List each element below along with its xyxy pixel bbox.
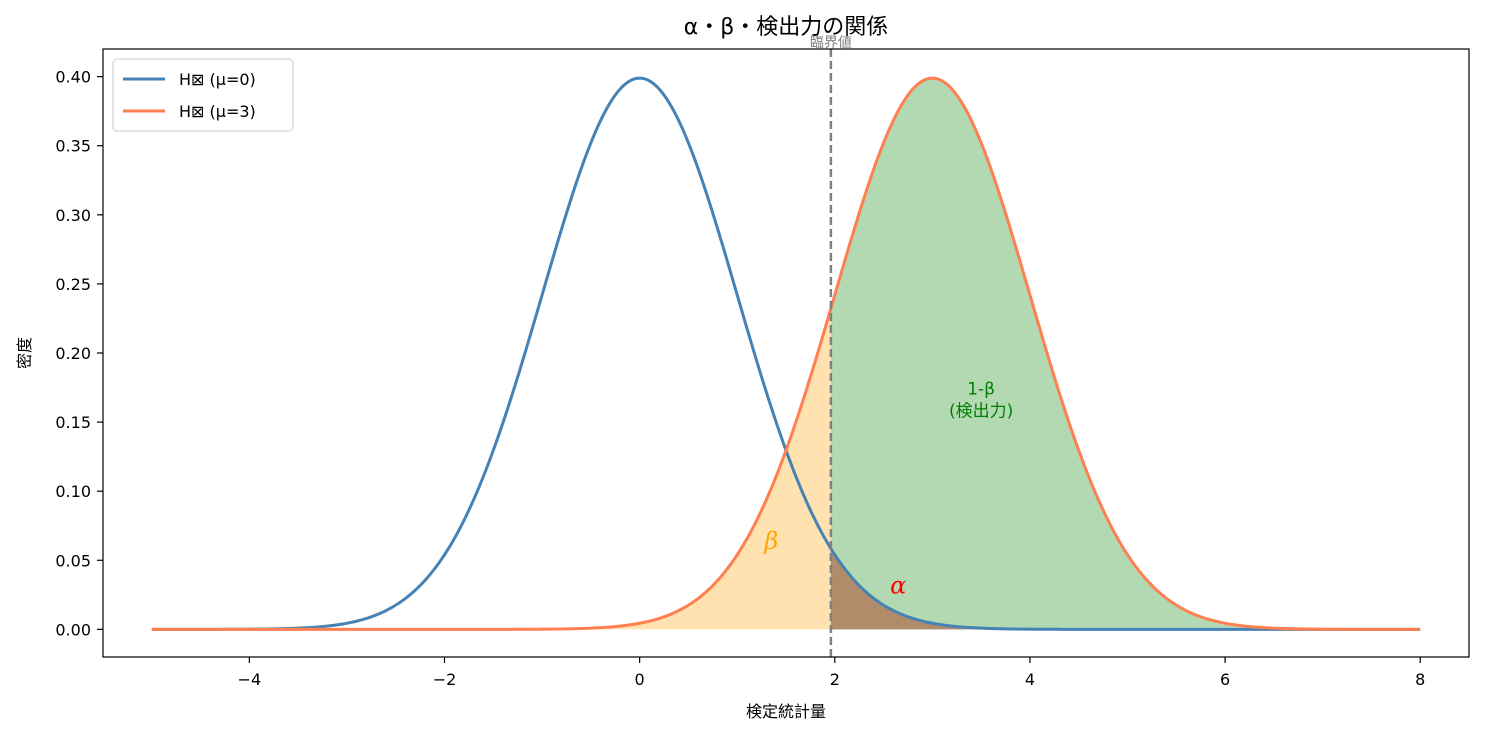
- x-tick-label: 8: [1415, 670, 1425, 689]
- density-curves: [151, 76, 1421, 631]
- power-label: 1-β: [967, 379, 995, 399]
- power-sublabel: (検出力): [949, 401, 1013, 421]
- beta-label: β: [763, 527, 778, 555]
- x-tick-label: 4: [1025, 670, 1035, 689]
- y-axis-ticks: 0.00 0.05 0.10 0.15 0.20 0.25 0.30 0.35 0.40: [55, 68, 103, 639]
- y-tick-label: 0.25: [55, 275, 91, 294]
- beta-region: [151, 308, 831, 630]
- x-axis-ticks: −4 −2 0 2 4 6 8: [238, 657, 1425, 689]
- y-axis-label: 密度: [15, 337, 34, 369]
- x-tick-label: −2: [433, 670, 457, 689]
- curve-h1: [151, 76, 1421, 631]
- x-axis-label: 検定統計量: [746, 702, 826, 721]
- x-tick-label: 2: [830, 670, 840, 689]
- legend-box: [112, 58, 294, 132]
- legend-label-h0: H⊠ (μ=0): [179, 70, 256, 89]
- y-tick-label: 0.05: [55, 551, 91, 570]
- region-labels: β α 1-β(検出力): [763, 379, 1013, 599]
- alpha-label: α: [890, 571, 906, 599]
- x-tick-label: 0: [635, 670, 645, 689]
- power-region: [830, 78, 1421, 630]
- y-tick-label: 0.00: [55, 620, 91, 639]
- alpha-region: [830, 548, 1421, 630]
- y-tick-label: 0.35: [55, 137, 91, 156]
- y-tick-label: 0.40: [55, 68, 91, 87]
- legend: H⊠ (μ=0) H⊠ (μ=3): [112, 58, 294, 132]
- shaded-regions: [151, 78, 1421, 630]
- y-tick-label: 0.30: [55, 206, 91, 225]
- critical-value-label: 臨界値: [810, 35, 852, 51]
- x-tick-label: −4: [238, 670, 262, 689]
- x-tick-label: 6: [1220, 670, 1230, 689]
- legend-label-h1: H⊠ (μ=3): [179, 102, 256, 121]
- y-tick-label: 0.10: [55, 482, 91, 501]
- chart-title: α・β・検出力の関係: [684, 15, 889, 40]
- y-tick-label: 0.20: [55, 344, 91, 363]
- y-tick-label: 0.15: [55, 413, 91, 432]
